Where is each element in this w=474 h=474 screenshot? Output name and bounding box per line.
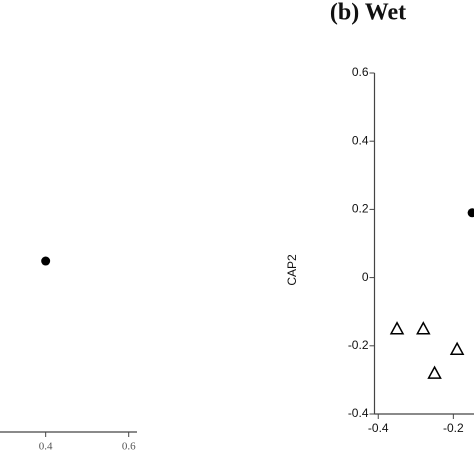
y-tick-label: -0.2 bbox=[348, 338, 369, 352]
chart-title: (b) Wet bbox=[330, 0, 406, 26]
x-tick-label: -0.2 bbox=[443, 421, 464, 435]
x-tick-label: 0.4 bbox=[39, 441, 53, 453]
point bbox=[467, 208, 474, 218]
y-axis-label: CAP2 bbox=[285, 254, 299, 286]
point bbox=[416, 321, 431, 335]
y-tick-label: 0.6 bbox=[352, 65, 369, 79]
y-tick-label: 0 bbox=[362, 270, 369, 284]
point bbox=[389, 321, 405, 335]
y-tick-label: -0.4 bbox=[348, 406, 369, 420]
x-tick-label: 0.6 bbox=[122, 441, 136, 453]
point bbox=[427, 365, 442, 379]
x-tick-label: -0.4 bbox=[368, 421, 389, 435]
y-tick-label: 0.4 bbox=[352, 133, 369, 147]
point bbox=[41, 256, 51, 266]
y-tick-label: 0.2 bbox=[352, 202, 369, 216]
point bbox=[449, 341, 465, 355]
